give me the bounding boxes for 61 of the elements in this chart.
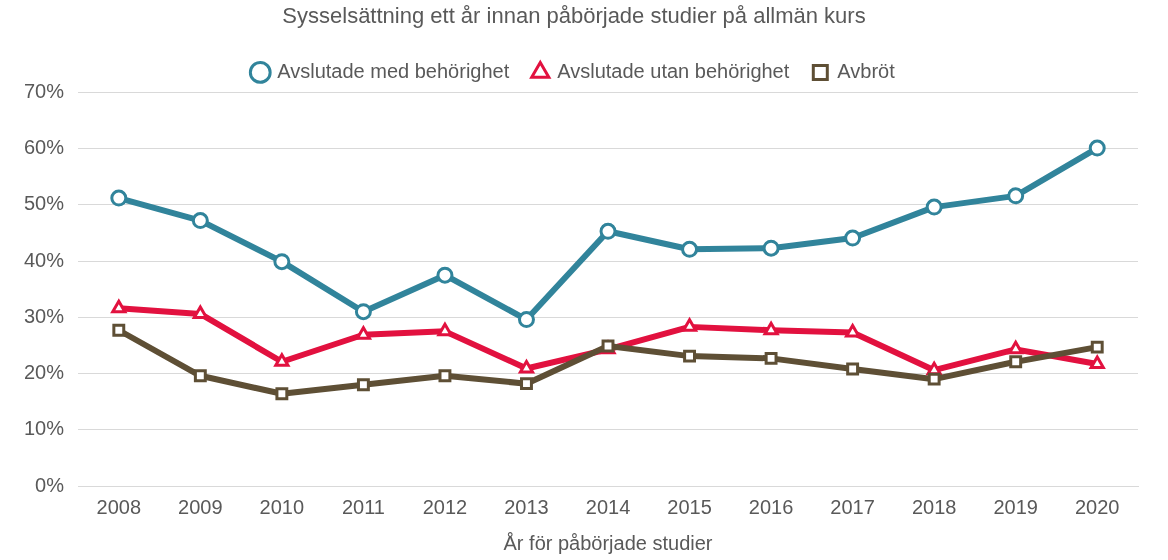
point [764, 351, 778, 365]
legend-label: Avslutade utan behörighet [557, 59, 790, 82]
y-tick-label: 70% [24, 79, 65, 102]
point [273, 253, 291, 271]
x-tick-label: 2013 [504, 495, 549, 518]
point [681, 318, 698, 332]
point [356, 378, 370, 392]
point [438, 369, 452, 383]
point [355, 326, 371, 340]
chart-title: Sysselsättning ett år innan påbörjade studier på allmän kurs [282, 3, 866, 29]
point [112, 323, 126, 337]
point [925, 198, 943, 216]
x-tick-label: 2016 [748, 495, 794, 518]
point [927, 372, 941, 386]
point [1007, 187, 1025, 205]
point [436, 266, 454, 284]
y-tick-label: 20% [24, 361, 65, 384]
legend-label: Avslutade med behörighet [277, 59, 510, 82]
point [111, 299, 127, 314]
x-tick-label: 2008 [96, 495, 142, 518]
point [275, 387, 289, 401]
x-tick-label: 2011 [341, 495, 385, 518]
point [681, 240, 699, 258]
y-tick-label: 0% [35, 473, 65, 496]
x-tick-label: 2017 [830, 495, 875, 518]
y-tick-label: 30% [24, 304, 65, 327]
point [354, 303, 372, 321]
point [274, 353, 290, 367]
point [1089, 355, 1105, 369]
point [599, 222, 617, 240]
x-tick-label: 2019 [993, 495, 1038, 518]
y-tick-label: 10% [24, 417, 65, 440]
x-tick-label: 2020 [1074, 495, 1120, 518]
point [1009, 355, 1023, 369]
point [191, 212, 209, 230]
point [1008, 340, 1024, 355]
x-tick-label: 2014 [585, 495, 631, 518]
y-tick-label: 60% [24, 136, 65, 159]
point [844, 229, 862, 247]
x-tick-label: 2010 [259, 495, 305, 518]
point [763, 321, 779, 336]
legend-label: Avbröt [837, 59, 896, 82]
y-tick-label: 50% [24, 192, 65, 215]
point [1088, 139, 1106, 157]
point [518, 359, 535, 374]
x-tick-label: 2015 [667, 495, 712, 518]
point [520, 377, 533, 391]
point [846, 362, 860, 376]
y-tick-label: 40% [24, 248, 65, 271]
point [437, 322, 453, 337]
point [517, 311, 535, 329]
point [683, 349, 696, 363]
point [193, 369, 207, 383]
point [1090, 340, 1104, 354]
point [110, 189, 128, 207]
x-tick-label: 2018 [911, 495, 957, 518]
x-axis-title: År för påbörjade studier [503, 531, 713, 554]
point [192, 305, 208, 319]
x-tick-label: 2012 [422, 495, 468, 518]
point [762, 239, 780, 257]
x-tick-label: 2009 [178, 495, 223, 518]
